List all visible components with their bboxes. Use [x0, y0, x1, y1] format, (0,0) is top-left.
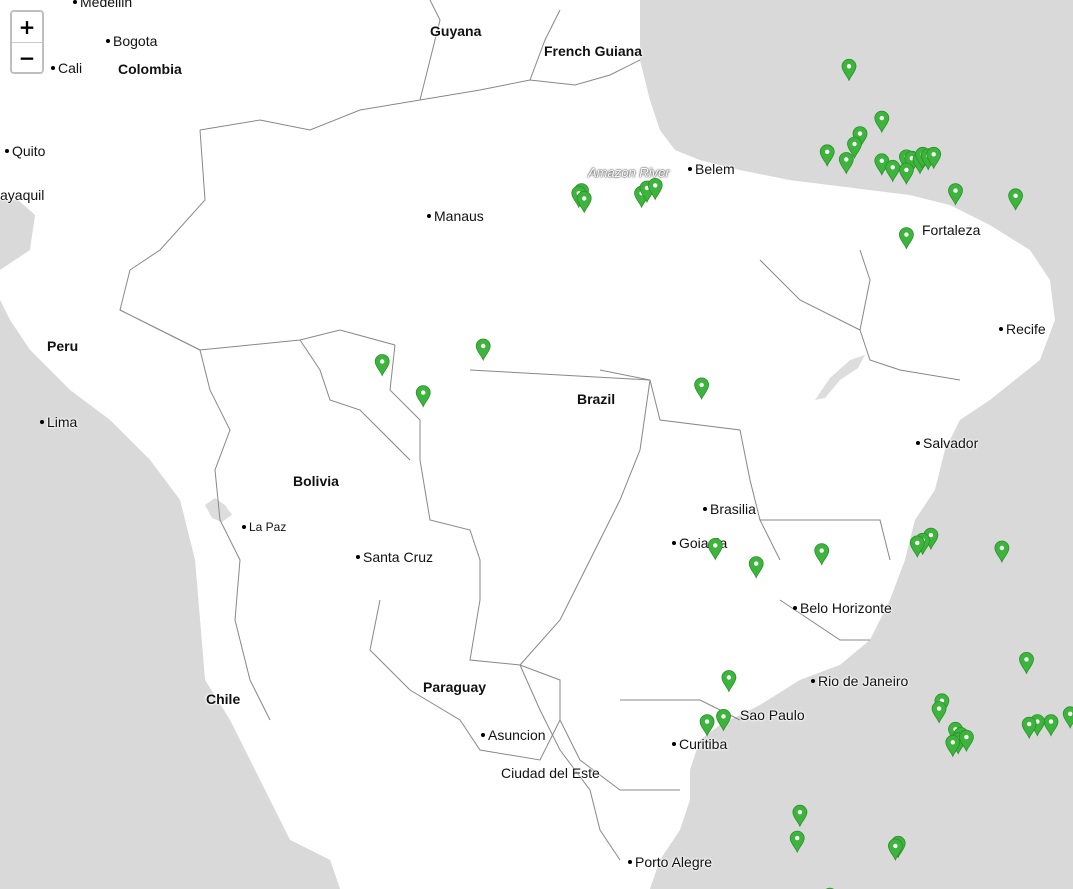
- map-pin-icon[interactable]: [792, 804, 808, 828]
- map-pin-icon[interactable]: [838, 152, 854, 175]
- map-pin-icon[interactable]: [1019, 652, 1034, 675]
- map-pin-icon[interactable]: [748, 556, 764, 579]
- city-label-bogota: Bogota: [106, 34, 157, 48]
- map-pin-icon[interactable]: [1008, 188, 1023, 211]
- city-label-rio-de-janeiro: Rio de Janeiro: [811, 674, 908, 688]
- country-label-brazil: Brazil: [577, 391, 616, 407]
- map-pin-icon[interactable]: [647, 178, 663, 201]
- map-pin-icon[interactable]: [959, 729, 974, 753]
- city-label-manaus: Manaus: [427, 209, 484, 223]
- atlantic-ocean: [640, 0, 1073, 889]
- country-label-paraguay: Paraguay: [423, 679, 487, 695]
- country-borders: [119, 0, 961, 861]
- country-label-chile: Chile: [206, 691, 241, 707]
- city-label-quito: Quito: [5, 144, 45, 158]
- map-pin-icon[interactable]: [475, 338, 491, 362]
- city-label-brasilia: Brasilia: [703, 502, 756, 516]
- city-label-medellin: Medellin: [73, 0, 132, 9]
- map-pin-icon[interactable]: [819, 144, 835, 167]
- map-pin-icon[interactable]: [576, 191, 592, 214]
- map-pin-icon[interactable]: [885, 159, 901, 183]
- city-label-porto-alegre: Porto Alegre: [628, 855, 712, 869]
- zoom-in-button[interactable]: +: [12, 12, 42, 42]
- country-label-french-guiana: French Guiana: [544, 43, 643, 59]
- map-pin-icon[interactable]: [931, 701, 947, 724]
- city-label-la-paz: La Paz: [242, 521, 286, 533]
- city-label-cali: Cali: [51, 61, 82, 75]
- river-label-amazon: Amazon River: [588, 165, 670, 180]
- city-label-guayaquil: ayaquil: [0, 187, 45, 203]
- map-pin-icon[interactable]: [374, 354, 390, 377]
- map-pin-icon[interactable]: [1062, 706, 1073, 729]
- city-label-belem: Belem: [688, 162, 735, 176]
- city-label-curitiba: Curitiba: [672, 737, 727, 751]
- map-pin-icon[interactable]: [899, 162, 914, 185]
- city-label-fortaleza: Fortaleza: [922, 222, 981, 238]
- pacific-ocean-north: [0, 200, 35, 270]
- map-pin-icon[interactable]: [707, 538, 723, 561]
- map-pin-icon[interactable]: [994, 540, 1010, 564]
- map-pin-icon[interactable]: [699, 714, 715, 737]
- city-label-recife: Recife: [999, 322, 1046, 336]
- city-label-lima: Lima: [40, 415, 77, 429]
- map-pin-icon[interactable]: [1043, 714, 1059, 737]
- map-pin-icon[interactable]: [694, 377, 709, 400]
- map-pin-icon[interactable]: [899, 227, 914, 250]
- city-label-ciudad-del-este: Ciudad del Este: [501, 765, 600, 781]
- city-label-asuncion: Asuncion: [481, 728, 546, 742]
- reservoir: [815, 355, 865, 400]
- zoom-out-button[interactable]: −: [12, 42, 42, 72]
- map-pin-icon[interactable]: [415, 385, 431, 408]
- map-pin-icon[interactable]: [814, 543, 830, 566]
- zoom-control: + −: [10, 10, 44, 74]
- country-label-bolivia: Bolivia: [293, 473, 339, 489]
- city-label-salvador: Salvador: [916, 436, 978, 450]
- map-pin-icon[interactable]: [789, 830, 805, 854]
- map-pin-icon[interactable]: [874, 110, 890, 134]
- map-pin-icon[interactable]: [926, 146, 942, 170]
- city-label-sao-paulo: Sao Paulo: [740, 707, 805, 723]
- city-label-belo-horizonte: Belo Horizonte: [793, 601, 892, 615]
- map-pin-icon[interactable]: [1021, 716, 1037, 740]
- map-pin-icon[interactable]: [948, 183, 963, 206]
- map-pin-icon[interactable]: [909, 535, 925, 558]
- country-label-guyana: Guyana: [430, 23, 482, 39]
- map-pin-icon[interactable]: [841, 58, 857, 82]
- map-pin-icon[interactable]: [888, 838, 903, 861]
- pacific-ocean: [0, 300, 340, 889]
- map-pin-icon[interactable]: [945, 734, 961, 758]
- country-label-colombia: Colombia: [118, 61, 182, 77]
- map-pin-icon[interactable]: [847, 136, 862, 160]
- city-label-santa-cruz: Santa Cruz: [356, 550, 433, 564]
- country-label-peru: Peru: [47, 338, 79, 354]
- map-pin-icon[interactable]: [721, 670, 737, 693]
- map-pin-icon[interactable]: [716, 709, 731, 732]
